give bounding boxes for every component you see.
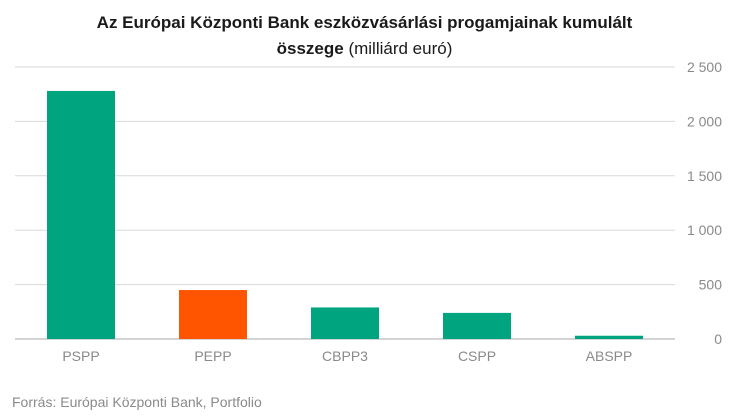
bar-cbpp3 — [311, 307, 379, 339]
source-note: Forrás: Európai Központi Bank, Portfolio — [12, 394, 262, 410]
chart-title-line1: Az Európai Központi Bank eszközvásárlási… — [96, 13, 633, 32]
chart-title-unit: (milliárd euró) — [343, 39, 453, 58]
x-tick-label-pepp: PEPP — [194, 348, 231, 364]
x-tick-label-pspp: PSPP — [62, 348, 99, 364]
chart-title-bold: összege — [276, 39, 344, 58]
y-tick-label-500: 500 — [699, 277, 723, 293]
bar-abspp — [575, 335, 643, 339]
bar-pepp — [179, 290, 247, 339]
x-tick-label-cspp: CSPP — [458, 348, 496, 364]
y-tick-label-2500: 2 500 — [687, 59, 722, 75]
x-tick-label-cbpp3: CBPP3 — [322, 348, 368, 364]
bar-chart: 0 500 1 000 1 500 2 000 2 500 PSPP PEPP CBPP3 CSP… — [15, 59, 723, 364]
chart-title: Az Európai Központi Bank eszközvásárlási… — [0, 10, 729, 62]
y-tick-label-0: 0 — [714, 331, 722, 347]
y-tick-label-2000: 2 000 — [687, 113, 722, 129]
chart-title-line2: összege (milliárd euró) — [0, 36, 729, 62]
bar-pspp — [47, 90, 115, 339]
x-tick-label-abspp: ABSPP — [586, 348, 633, 364]
bar-cspp — [443, 312, 511, 339]
y-tick-label-1000: 1 000 — [687, 222, 722, 238]
y-tick-label-1500: 1 500 — [687, 168, 722, 184]
